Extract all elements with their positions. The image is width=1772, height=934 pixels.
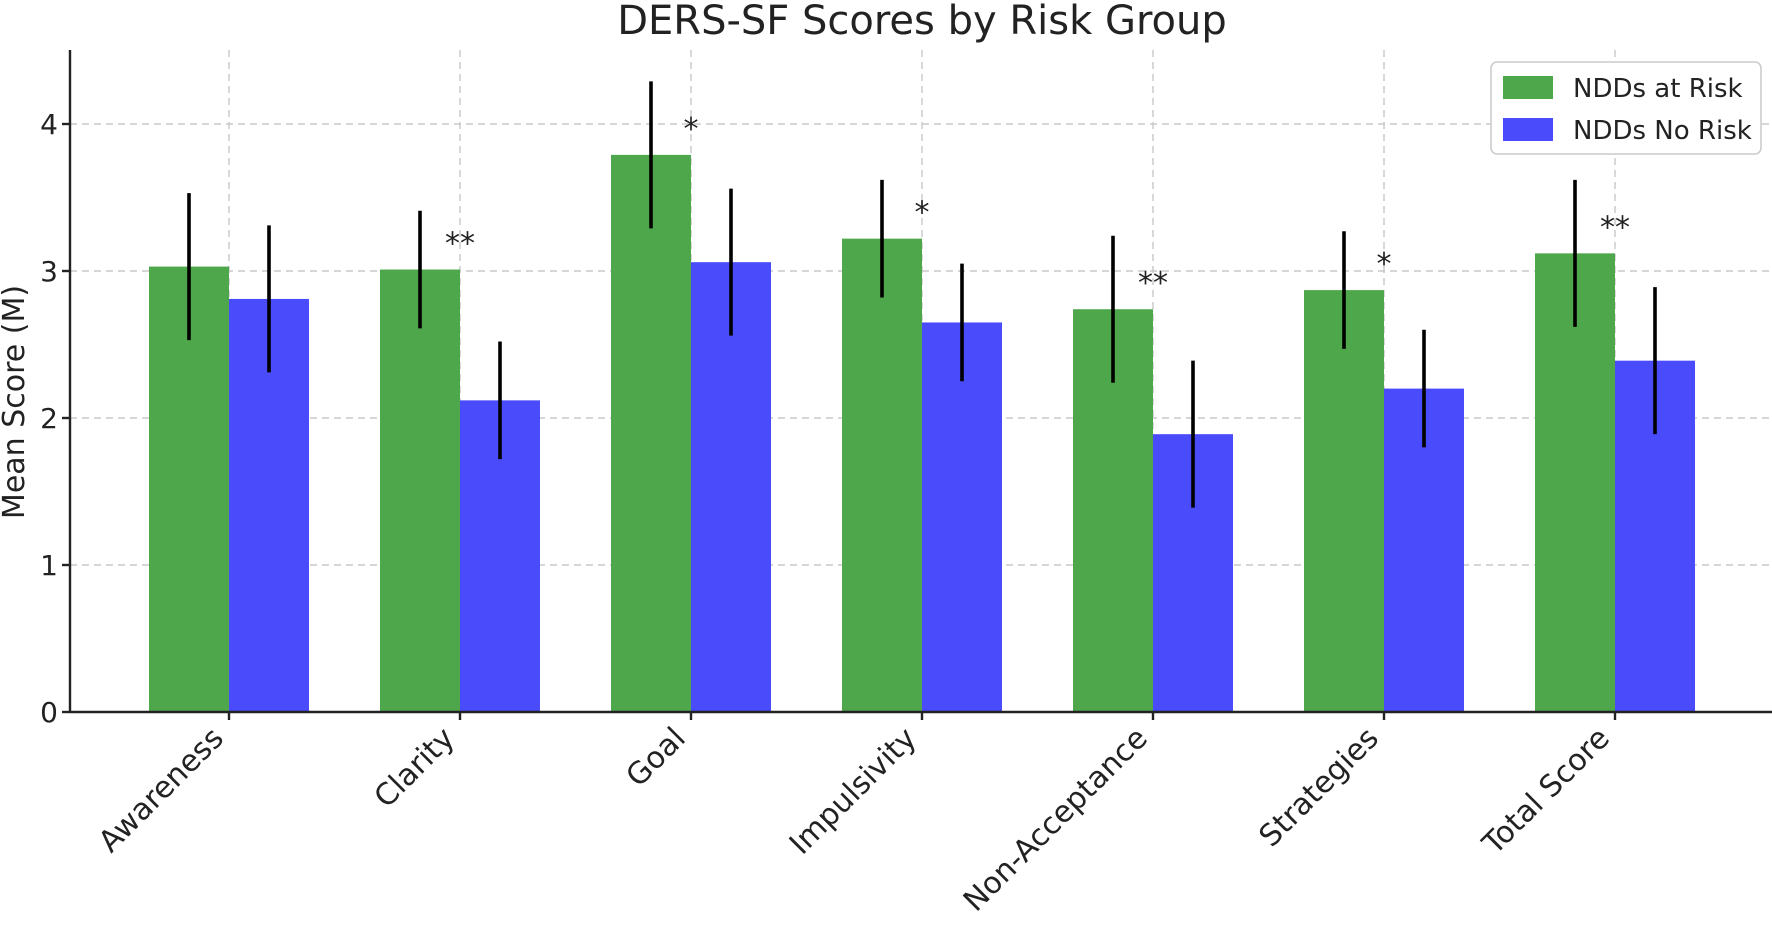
x-tick-label-non-acceptance: Non-Acceptance xyxy=(957,721,1155,919)
x-tick-label-strategies: Strategies xyxy=(1253,721,1386,854)
significance-strategies: * xyxy=(1377,247,1392,282)
significance-impulsivity: * xyxy=(915,196,930,231)
x-tick-label-total-score: Total Score xyxy=(1476,721,1617,862)
legend-swatch-ndds-at-risk xyxy=(1503,76,1553,99)
y-tick-label-4: 4 xyxy=(40,108,58,141)
chart-title: DERS-SF Scores by Risk Group xyxy=(617,0,1227,44)
x-tick-label-clarity: Clarity xyxy=(368,721,462,815)
y-tick-label-1: 1 xyxy=(40,549,58,582)
legend-swatch-ndds-no-risk xyxy=(1503,118,1553,141)
significance-clarity: ** xyxy=(445,227,475,262)
x-tick-label-goal: Goal xyxy=(620,721,693,794)
y-tick-label-2: 2 xyxy=(40,402,58,435)
error-bars xyxy=(187,81,1657,508)
x-tick-label-awareness: Awareness xyxy=(92,721,231,860)
bar-strategies-ndds-at-risk xyxy=(1304,290,1384,712)
legend-label-ndds-at-risk: NDDs at Risk xyxy=(1573,74,1743,104)
significance-total-score: ** xyxy=(1600,210,1630,245)
x-tick-labels: Awareness Clarity Goal Impulsivity Non-Accep… xyxy=(92,712,1617,919)
significance-goal: * xyxy=(684,112,699,147)
y-tick-labels: 0 1 2 3 4 xyxy=(40,108,70,729)
significance-non-acceptance: ** xyxy=(1138,266,1168,301)
y-tick-label-0: 0 xyxy=(40,696,58,729)
bar-goal-ndds-no-risk xyxy=(691,262,771,712)
y-axis-label: Mean Score (M) xyxy=(0,285,32,519)
y-tick-label-3: 3 xyxy=(40,255,58,288)
significance-markers: ********* xyxy=(445,112,1630,301)
bar-total-score-ndds-at-risk xyxy=(1535,253,1615,713)
legend-label-ndds-no-risk: NDDs No Risk xyxy=(1573,116,1752,146)
legend: NDDs at Risk NDDs No Risk xyxy=(1490,61,1762,155)
bar-goal-ndds-at-risk xyxy=(611,154,691,712)
bar-clarity-ndds-at-risk xyxy=(380,269,460,712)
x-tick-label-impulsivity: Impulsivity xyxy=(783,721,924,862)
bar-impulsivity-ndds-at-risk xyxy=(842,238,922,712)
bar-impulsivity-ndds-no-risk xyxy=(922,322,1002,712)
bar-awareness-ndds-at-risk xyxy=(149,266,229,712)
bars xyxy=(149,154,1695,713)
